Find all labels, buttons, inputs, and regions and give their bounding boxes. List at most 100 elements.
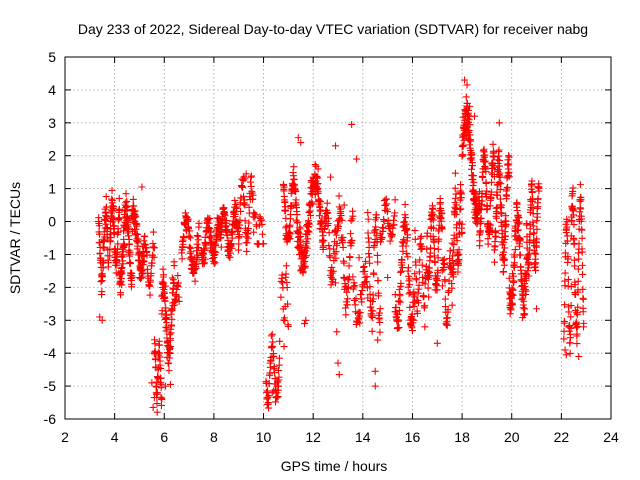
data-point (497, 180, 505, 188)
data-point (416, 256, 424, 264)
data-point (361, 257, 369, 265)
data-point (391, 196, 399, 204)
data-point (533, 235, 541, 243)
data-point (563, 218, 571, 226)
data-point (483, 187, 491, 195)
x-tick-label: 8 (210, 429, 218, 445)
data-point (574, 265, 582, 273)
data-point (324, 209, 332, 217)
data-point (240, 192, 248, 200)
data-point (505, 173, 513, 181)
data-point (383, 208, 391, 216)
data-point (424, 275, 432, 283)
data-point (128, 280, 136, 288)
data-point (396, 298, 404, 306)
data-point (418, 261, 426, 269)
data-point (410, 291, 418, 299)
data-point (351, 282, 359, 290)
data-point (240, 173, 248, 181)
data-point (421, 323, 429, 331)
data-point (505, 160, 513, 168)
data-point (438, 210, 446, 218)
data-points (95, 76, 588, 416)
data-point (410, 302, 418, 310)
data-point (484, 240, 492, 248)
data-point (457, 181, 465, 189)
data-point (455, 256, 463, 264)
data-point (124, 216, 132, 224)
data-point (438, 225, 446, 233)
data-point (488, 178, 496, 186)
data-point (118, 281, 126, 289)
data-point (528, 177, 536, 185)
data-point (369, 295, 377, 303)
data-point (412, 261, 420, 269)
data-point (193, 240, 201, 248)
data-point (413, 276, 421, 284)
data-point (403, 226, 411, 234)
data-point (571, 281, 579, 289)
data-point (327, 173, 335, 181)
data-point (206, 225, 214, 233)
data-point (453, 237, 461, 245)
data-point (450, 241, 458, 249)
data-point (567, 313, 575, 321)
data-point (149, 403, 157, 411)
data-point (342, 311, 350, 319)
data-point (434, 254, 442, 262)
data-point (168, 274, 176, 282)
data-point (561, 346, 569, 354)
data-point (376, 305, 384, 313)
x-tick-label: 24 (603, 429, 619, 445)
data-point (465, 127, 473, 135)
data-point (344, 284, 352, 292)
data-point (496, 173, 504, 181)
data-point (281, 316, 289, 324)
data-point (371, 382, 379, 390)
data-point (515, 218, 523, 226)
data-point (467, 137, 475, 145)
data-point (333, 328, 341, 336)
data-point (293, 218, 301, 226)
data-point (418, 244, 426, 252)
data-point (129, 195, 137, 203)
data-point (497, 218, 505, 226)
data-point (449, 273, 457, 281)
data-point (168, 305, 176, 313)
data-point (436, 213, 444, 221)
data-point (495, 119, 503, 127)
y-tick-label: -2 (44, 279, 57, 295)
data-point (212, 248, 220, 256)
data-point (495, 162, 503, 170)
data-point (361, 267, 369, 275)
data-point (565, 308, 573, 316)
data-point (455, 246, 463, 254)
data-point (430, 238, 438, 246)
data-point (370, 241, 378, 249)
data-point (570, 221, 578, 229)
data-point (235, 231, 243, 239)
x-tick-label: 18 (454, 429, 470, 445)
data-point (125, 225, 133, 233)
data-point (98, 288, 106, 296)
data-point (347, 217, 355, 225)
data-point (521, 310, 529, 318)
x-tick-label: 12 (305, 429, 321, 445)
data-point (382, 201, 390, 209)
data-point (153, 378, 161, 386)
data-point (165, 367, 173, 375)
data-point (122, 206, 130, 214)
data-point (241, 175, 249, 183)
data-point (414, 299, 422, 307)
data-point (96, 230, 104, 238)
data-point (167, 343, 175, 351)
data-point (462, 93, 470, 101)
data-point (239, 183, 247, 191)
data-point (153, 408, 161, 416)
x-tick-label: 10 (256, 429, 272, 445)
data-point (317, 198, 325, 206)
data-point (409, 316, 417, 324)
data-point (314, 180, 322, 188)
data-point (243, 247, 251, 255)
